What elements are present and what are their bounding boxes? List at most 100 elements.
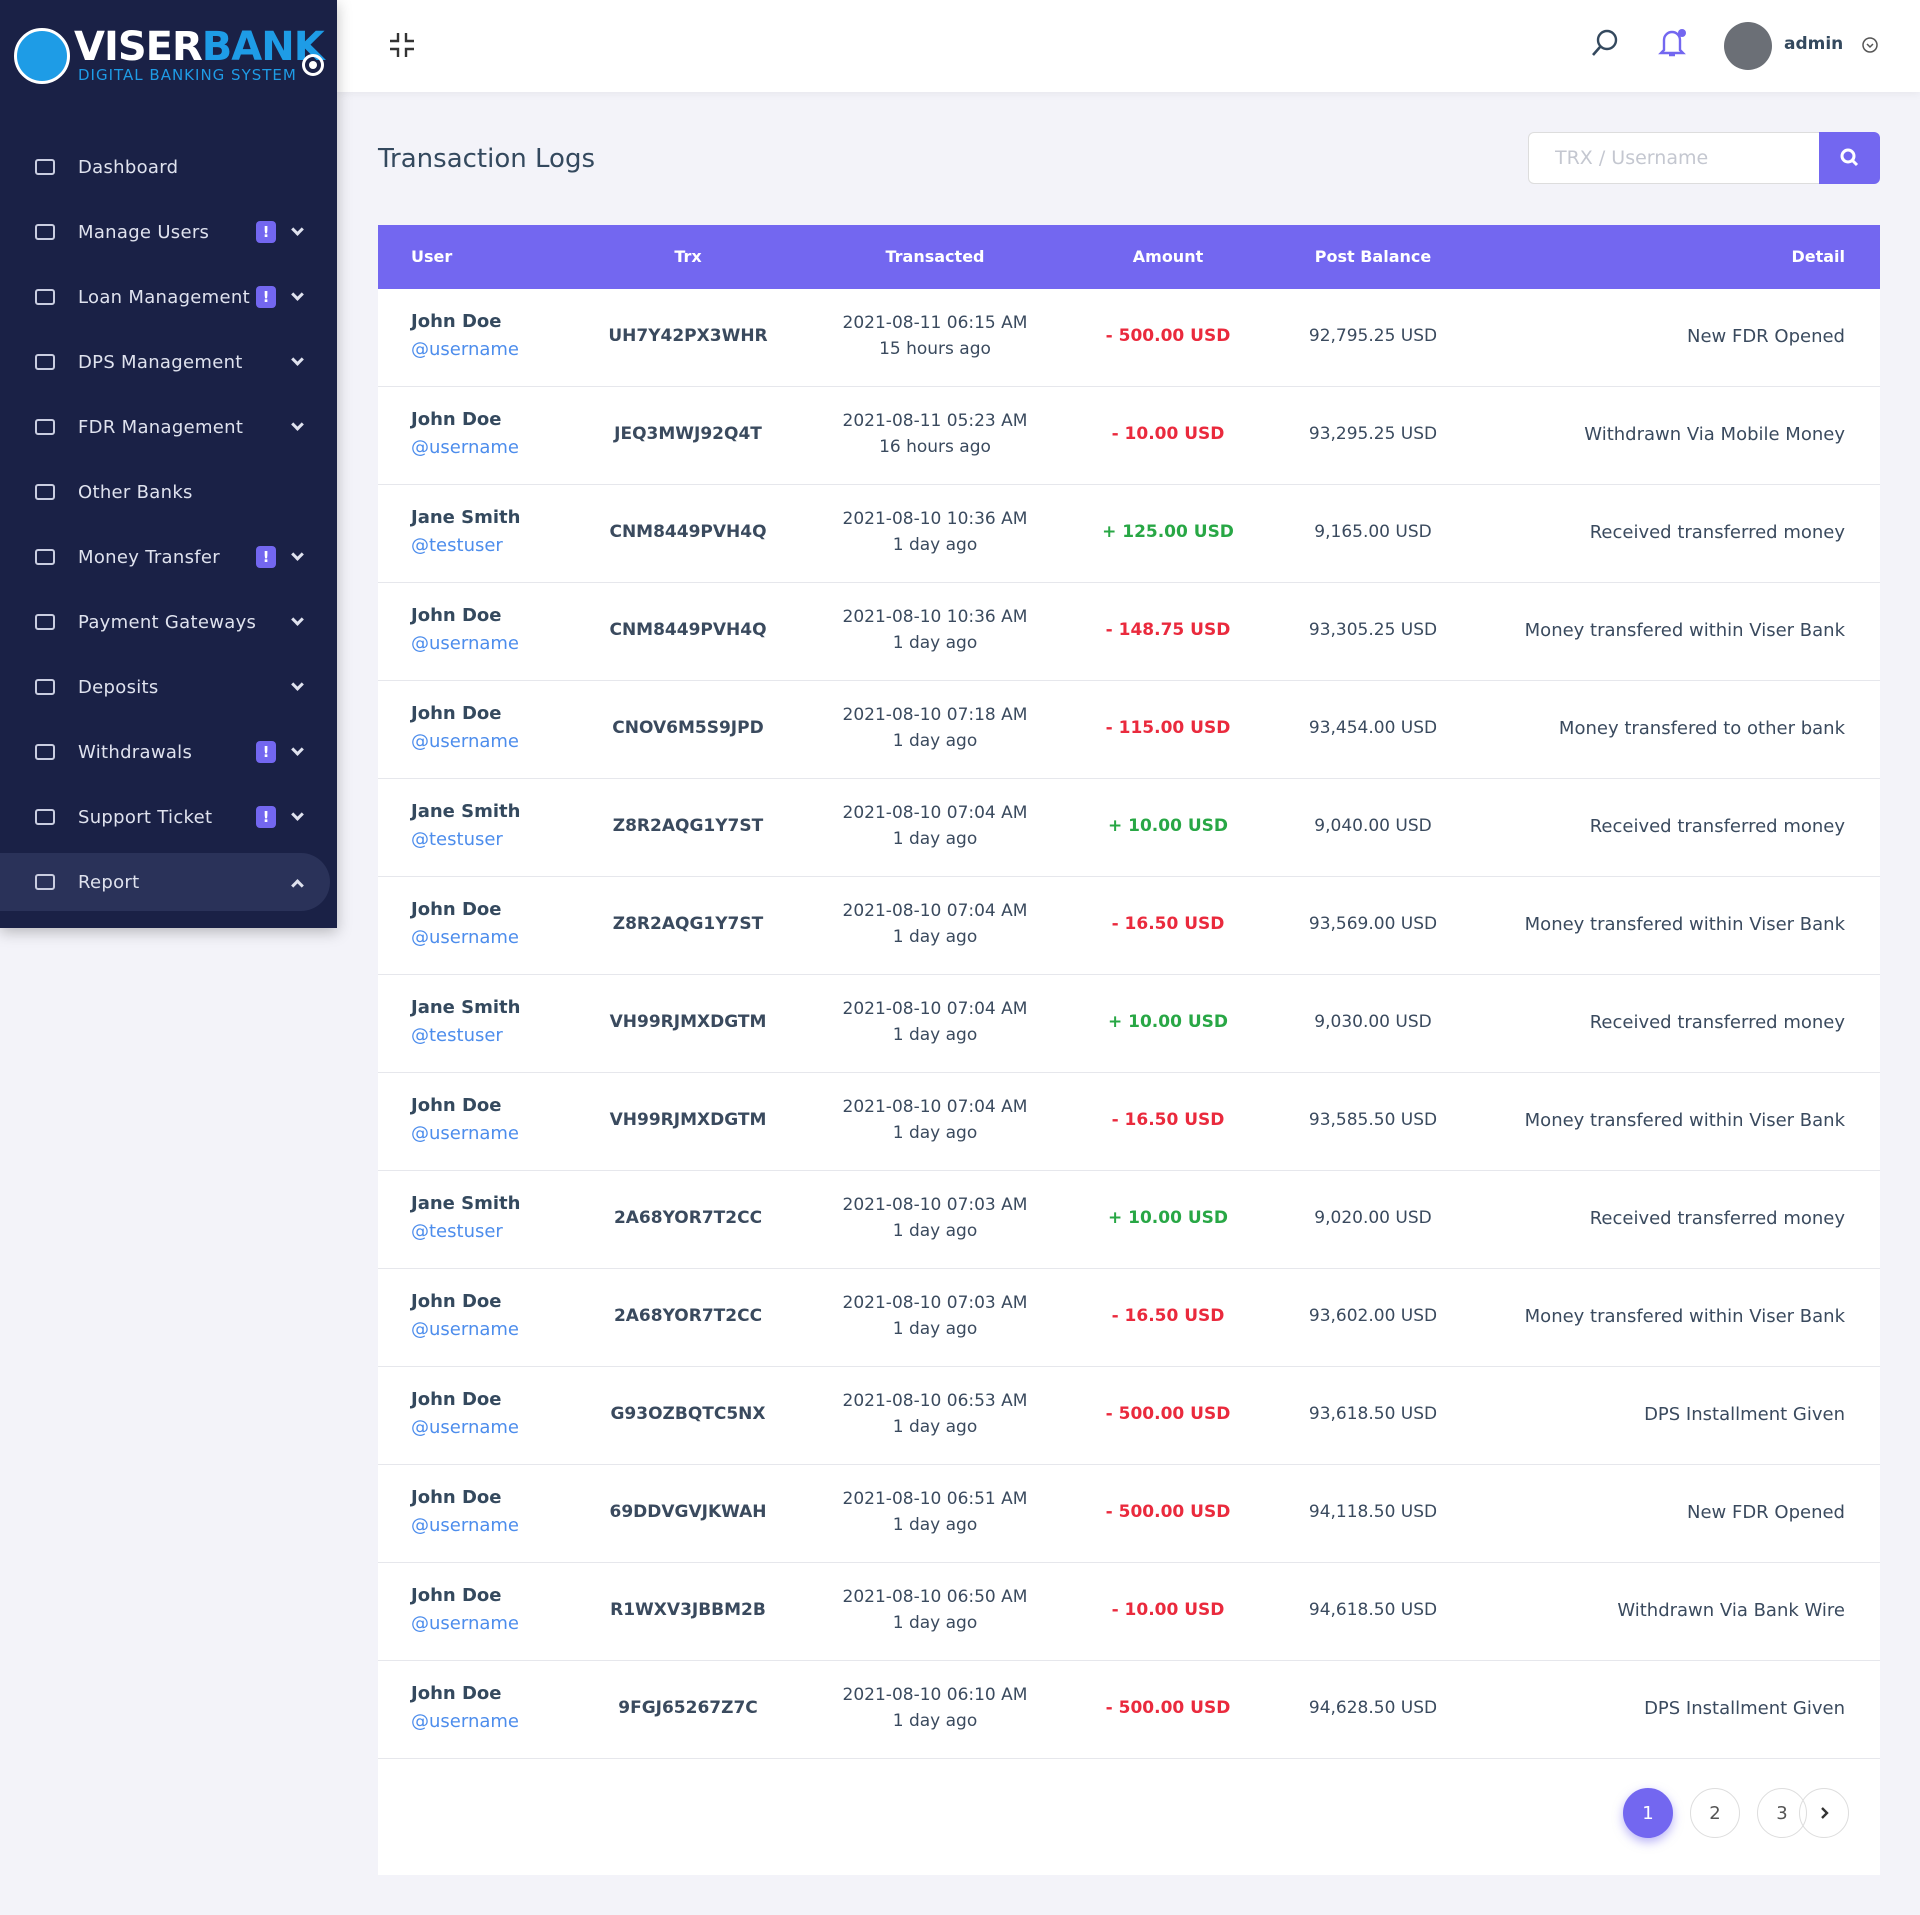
trx-id: VH99RJMXDGTM — [609, 1110, 767, 1130]
detail: Received transferred money — [1589, 816, 1845, 837]
brand: VISERBANK DIGITAL BANKING SYSTEM — [14, 22, 325, 86]
amount: - 16.50 USD — [1111, 1110, 1225, 1130]
nav-chevron — [291, 807, 304, 821]
user-name: John Doe — [411, 1683, 502, 1704]
username-link[interactable]: @username — [411, 339, 519, 360]
username-link[interactable]: @username — [411, 731, 519, 752]
post-balance: 93,305.25 USD — [1308, 620, 1438, 640]
transacted-ago: 15 hours ago — [879, 339, 991, 359]
username-link[interactable]: @username — [411, 1319, 519, 1340]
detail: New FDR Opened — [1686, 1502, 1845, 1523]
user-name: Jane Smith — [411, 507, 521, 528]
username-link[interactable]: @username — [411, 1123, 519, 1144]
nav-chevron — [291, 352, 304, 366]
detail: Money transfered to other bank — [1558, 718, 1845, 739]
username-link[interactable]: @username — [411, 1417, 519, 1438]
nav-label: Loan Management — [78, 286, 250, 308]
nav-item[interactable]: Dashboard — [0, 138, 330, 196]
user-name: John Doe — [411, 1585, 502, 1606]
detail: New FDR Opened — [1686, 326, 1845, 347]
nav-icon — [35, 614, 55, 630]
search-input[interactable] — [1528, 132, 1820, 184]
user-name: John Doe — [411, 703, 502, 724]
nav-item[interactable]: Money Transfer! — [0, 528, 330, 586]
table-row: John Doe @username R1WXV3JBBM2B 2021-08-10 … — [378, 1563, 1880, 1661]
detail: Received transferred money — [1589, 1012, 1845, 1033]
nav-item[interactable]: Loan Management! — [0, 268, 330, 326]
nav-item[interactable]: FDR Management — [0, 398, 330, 456]
username-link[interactable]: @testuser — [411, 829, 503, 850]
nav-item[interactable]: Report — [0, 853, 330, 911]
admin-dropdown[interactable] — [1861, 36, 1879, 54]
transacted-ago: 16 hours ago — [879, 437, 991, 457]
nav-badge: ! — [256, 286, 276, 308]
nav-item[interactable]: Support Ticket! — [0, 788, 330, 846]
username-link[interactable]: @username — [411, 1711, 519, 1732]
username-link[interactable]: @username — [411, 633, 519, 654]
trx-id: Z8R2AQG1Y7ST — [612, 914, 764, 934]
nav-label: FDR Management — [78, 416, 244, 438]
detail: Money transfered within Viser Bank — [1524, 914, 1845, 935]
amount: - 500.00 USD — [1105, 326, 1231, 346]
user-name: John Doe — [411, 1095, 502, 1116]
nav-icon — [35, 549, 55, 565]
transacted-ago: 1 day ago — [892, 1319, 978, 1339]
table-row: Jane Smith @testuser CNM8449PVH4Q 2021-08-1… — [378, 485, 1880, 583]
detail: Money transfered within Viser Bank — [1524, 620, 1845, 641]
detail: Received transferred money — [1589, 522, 1845, 543]
nav-item[interactable]: Other Banks — [0, 463, 330, 521]
notification-icon[interactable] — [1658, 26, 1688, 60]
table-row: John Doe @username 9FGJ65267Z7C 2021-08-10 … — [378, 1661, 1880, 1759]
search-icon[interactable] — [1590, 28, 1620, 58]
username-link[interactable]: @username — [411, 437, 519, 458]
table-row: John Doe @username UH7Y42PX3WHR 2021-08-11 … — [378, 289, 1880, 387]
next-icon — [1821, 1807, 1829, 1819]
nav-icon — [35, 744, 55, 760]
username-link[interactable]: @username — [411, 927, 519, 948]
search-button[interactable] — [1819, 132, 1880, 184]
fullscreen-toggle[interactable] — [389, 32, 415, 58]
column-header: Post Balance — [1314, 247, 1432, 266]
post-balance: 93,618.50 USD — [1308, 1404, 1438, 1424]
transacted-date: 2021-08-10 06:51 AM — [842, 1489, 1028, 1509]
table-row: Jane Smith @testuser Z8R2AQG1Y7ST 2021-08-1… — [378, 779, 1880, 877]
table-row: Jane Smith @testuser VH99RJMXDGTM 2021-08-1… — [378, 975, 1880, 1073]
nav-item[interactable]: Manage Users! — [0, 203, 330, 261]
username-link[interactable]: @username — [411, 1613, 519, 1634]
amount: + 125.00 USD — [1102, 522, 1234, 542]
detail: Withdrawn Via Mobile Money — [1584, 424, 1845, 445]
amount: - 500.00 USD — [1105, 1698, 1231, 1718]
username-link[interactable]: @username — [411, 1515, 519, 1536]
transacted-date: 2021-08-10 07:04 AM — [842, 999, 1028, 1019]
nav-item[interactable]: Deposits — [0, 658, 330, 716]
page-button[interactable]: 1 — [1623, 1788, 1673, 1838]
detail: DPS Installment Given — [1644, 1698, 1845, 1719]
nav-badge: ! — [256, 806, 276, 828]
transacted-ago: 1 day ago — [892, 1417, 978, 1437]
username-link[interactable]: @testuser — [411, 1221, 503, 1242]
logo-icon — [14, 28, 70, 84]
sidebar-toggle[interactable] — [302, 54, 324, 76]
admin-name[interactable]: admin — [1784, 34, 1844, 54]
nav-label: Withdrawals — [78, 741, 193, 763]
table-row: John Doe @username JEQ3MWJ92Q4T 2021-08-11 … — [378, 387, 1880, 485]
nav-icon — [35, 809, 55, 825]
nav-item[interactable]: Withdrawals! — [0, 723, 330, 781]
page-button[interactable]: 2 — [1690, 1788, 1740, 1838]
trx-id: CNM8449PVH4Q — [609, 620, 767, 640]
user-name: John Doe — [411, 1487, 502, 1508]
trx-id: 2A68YOR7T2CC — [613, 1306, 763, 1326]
detail: Money transfered within Viser Bank — [1524, 1110, 1845, 1131]
nav-item[interactable]: Payment Gateways — [0, 593, 330, 651]
nav-item[interactable]: DPS Management — [0, 333, 330, 391]
user-name: Jane Smith — [411, 997, 521, 1018]
detail: DPS Installment Given — [1644, 1404, 1845, 1425]
avatar[interactable] — [1724, 22, 1772, 70]
column-header: Detail — [1791, 247, 1845, 266]
username-link[interactable]: @testuser — [411, 535, 503, 556]
username-link[interactable]: @testuser — [411, 1025, 503, 1046]
next-page[interactable] — [1799, 1788, 1849, 1838]
transacted-date: 2021-08-10 07:18 AM — [842, 705, 1028, 725]
